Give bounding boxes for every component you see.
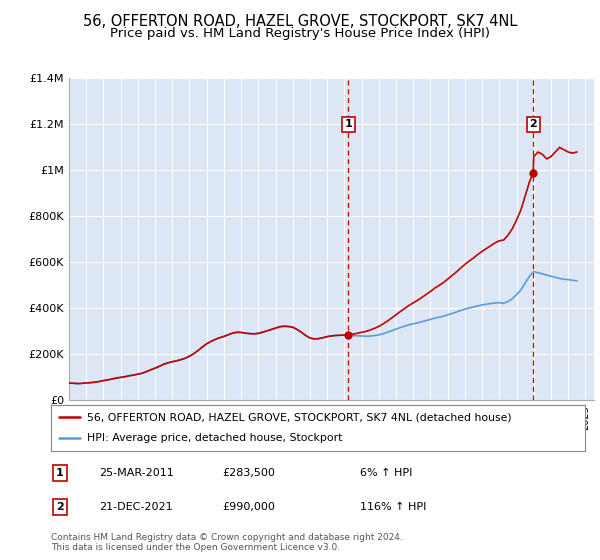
Text: 56, OFFERTON ROAD, HAZEL GROVE, STOCKPORT, SK7 4NL (detached house): 56, OFFERTON ROAD, HAZEL GROVE, STOCKPOR… (88, 412, 512, 422)
Text: 21-DEC-2021: 21-DEC-2021 (99, 502, 173, 512)
Text: 1: 1 (56, 468, 64, 478)
Text: HPI: Average price, detached house, Stockport: HPI: Average price, detached house, Stoc… (88, 433, 343, 444)
Text: This data is licensed under the Open Government Licence v3.0.: This data is licensed under the Open Gov… (51, 543, 340, 552)
Text: Contains HM Land Registry data © Crown copyright and database right 2024.: Contains HM Land Registry data © Crown c… (51, 533, 403, 542)
Text: 116% ↑ HPI: 116% ↑ HPI (360, 502, 427, 512)
Text: 1: 1 (344, 119, 352, 129)
Text: 2: 2 (56, 502, 64, 512)
Text: £283,500: £283,500 (222, 468, 275, 478)
Text: 25-MAR-2011: 25-MAR-2011 (99, 468, 174, 478)
Text: 2: 2 (529, 119, 537, 129)
Text: Price paid vs. HM Land Registry's House Price Index (HPI): Price paid vs. HM Land Registry's House … (110, 27, 490, 40)
Text: £990,000: £990,000 (222, 502, 275, 512)
Text: 56, OFFERTON ROAD, HAZEL GROVE, STOCKPORT, SK7 4NL: 56, OFFERTON ROAD, HAZEL GROVE, STOCKPOR… (83, 14, 517, 29)
Text: 6% ↑ HPI: 6% ↑ HPI (360, 468, 412, 478)
